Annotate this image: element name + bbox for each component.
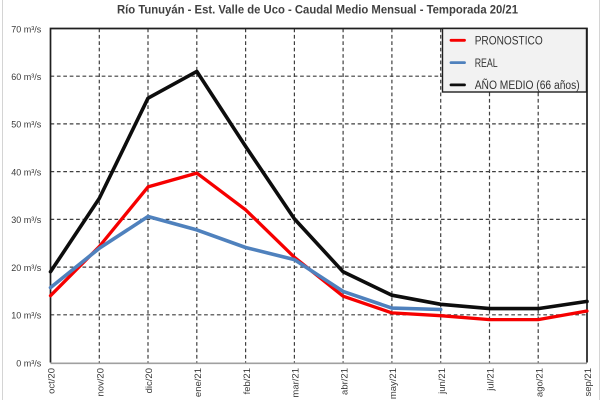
svg-text:70 m³/s: 70 m³/s xyxy=(11,24,42,34)
svg-text:50 m³/s: 50 m³/s xyxy=(11,120,42,130)
svg-text:10 m³/s: 10 m³/s xyxy=(11,311,42,321)
svg-text:20 m³/s: 20 m³/s xyxy=(11,263,42,273)
svg-text:nov/20: nov/20 xyxy=(96,368,107,397)
svg-text:Río Tunuyán - Est. Valle de Uc: Río Tunuyán - Est. Valle de Uco - Caudal… xyxy=(117,3,518,17)
svg-text:30 m³/s: 30 m³/s xyxy=(11,215,42,225)
svg-text:abr/21: abr/21 xyxy=(339,368,350,395)
svg-text:sep/21: sep/21 xyxy=(583,368,594,397)
svg-text:REAL: REAL xyxy=(475,58,498,70)
svg-text:AÑO MEDIO (66 años): AÑO MEDIO (66 años) xyxy=(475,79,580,92)
svg-text:40 m³/s: 40 m³/s xyxy=(11,167,42,177)
svg-text:PRONOSTICO: PRONOSTICO xyxy=(475,36,543,48)
svg-text:mar/21: mar/21 xyxy=(291,368,302,398)
svg-text:feb/21: feb/21 xyxy=(242,368,253,394)
svg-text:0 m³/s: 0 m³/s xyxy=(16,358,42,368)
svg-text:oct/20: oct/20 xyxy=(47,368,58,394)
svg-text:60 m³/s: 60 m³/s xyxy=(11,72,42,82)
svg-text:ago/21: ago/21 xyxy=(534,368,545,397)
svg-text:jun/21: jun/21 xyxy=(437,368,448,395)
svg-text:may/21: may/21 xyxy=(388,368,399,399)
svg-text:ene/21: ene/21 xyxy=(193,368,204,397)
svg-text:jul/21: jul/21 xyxy=(486,368,497,392)
svg-text:dic/20: dic/20 xyxy=(144,368,155,393)
